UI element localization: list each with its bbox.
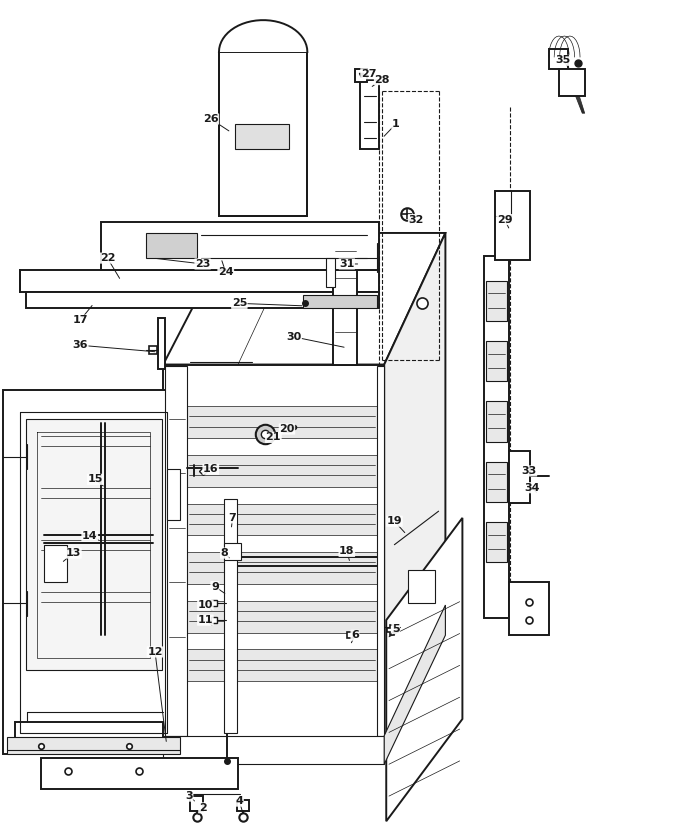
Text: 28: 28 (375, 75, 390, 85)
Text: 11: 11 (198, 615, 213, 625)
Polygon shape (224, 543, 241, 560)
Polygon shape (26, 292, 379, 308)
Polygon shape (408, 570, 435, 603)
Text: 27: 27 (361, 69, 376, 79)
Text: 3: 3 (185, 791, 193, 801)
Polygon shape (360, 80, 379, 149)
Text: 4: 4 (235, 796, 243, 806)
Polygon shape (386, 518, 462, 821)
Polygon shape (163, 233, 445, 365)
Text: 6: 6 (351, 630, 359, 640)
Polygon shape (163, 736, 384, 764)
Polygon shape (187, 504, 377, 535)
Polygon shape (3, 390, 184, 754)
Polygon shape (509, 451, 530, 503)
Polygon shape (219, 52, 307, 216)
Text: 13: 13 (66, 548, 81, 558)
Polygon shape (486, 341, 507, 381)
Polygon shape (158, 318, 165, 369)
Text: 12: 12 (148, 647, 163, 657)
Polygon shape (163, 365, 384, 737)
Polygon shape (41, 758, 238, 789)
Text: 31: 31 (339, 259, 354, 269)
Text: 1: 1 (392, 119, 400, 129)
Polygon shape (237, 800, 249, 811)
Text: 22: 22 (100, 253, 115, 263)
Polygon shape (187, 406, 377, 438)
Text: 17: 17 (73, 315, 88, 325)
Text: 25: 25 (232, 298, 247, 308)
Polygon shape (224, 499, 237, 733)
Polygon shape (187, 601, 377, 633)
Polygon shape (559, 69, 585, 96)
Polygon shape (101, 222, 379, 270)
Polygon shape (146, 233, 197, 258)
Polygon shape (44, 545, 67, 582)
Polygon shape (384, 605, 445, 764)
Polygon shape (509, 582, 549, 635)
Text: 16: 16 (203, 464, 218, 474)
Text: 21: 21 (266, 432, 281, 442)
Polygon shape (219, 21, 307, 52)
Text: 26: 26 (203, 114, 218, 124)
Text: 24: 24 (218, 267, 233, 277)
Text: 23: 23 (195, 259, 210, 269)
Polygon shape (167, 469, 180, 520)
Polygon shape (190, 796, 203, 811)
Text: 15: 15 (88, 474, 103, 484)
Polygon shape (486, 462, 507, 502)
Text: 20: 20 (279, 424, 294, 434)
Text: 30: 30 (286, 332, 301, 342)
Polygon shape (15, 722, 163, 747)
Text: 8: 8 (220, 548, 228, 558)
Polygon shape (486, 281, 507, 321)
Text: 18: 18 (339, 546, 354, 556)
Text: 2: 2 (199, 803, 207, 813)
Text: 35: 35 (556, 55, 571, 65)
Polygon shape (20, 270, 379, 292)
Polygon shape (7, 737, 180, 754)
Text: 36: 36 (73, 340, 88, 350)
Polygon shape (486, 401, 507, 442)
Polygon shape (549, 49, 568, 69)
Text: 33: 33 (522, 466, 537, 476)
Polygon shape (333, 233, 357, 365)
Polygon shape (484, 256, 509, 618)
Text: 14: 14 (82, 531, 97, 541)
Polygon shape (26, 419, 162, 670)
Polygon shape (187, 649, 377, 681)
Polygon shape (187, 552, 377, 584)
Polygon shape (326, 258, 335, 287)
Text: 19: 19 (387, 516, 402, 526)
Text: 32: 32 (409, 215, 424, 225)
Polygon shape (187, 455, 377, 487)
Polygon shape (377, 366, 384, 736)
Text: 29: 29 (497, 215, 512, 225)
Polygon shape (303, 295, 377, 308)
Text: 7: 7 (228, 513, 237, 523)
Polygon shape (355, 69, 367, 82)
Polygon shape (235, 124, 289, 149)
Text: 5: 5 (392, 623, 400, 634)
Polygon shape (486, 522, 507, 562)
Polygon shape (165, 366, 187, 736)
Text: 9: 9 (211, 582, 219, 592)
Text: 10: 10 (198, 600, 213, 610)
Text: 34: 34 (524, 483, 539, 493)
Polygon shape (384, 233, 445, 737)
Polygon shape (495, 191, 530, 260)
